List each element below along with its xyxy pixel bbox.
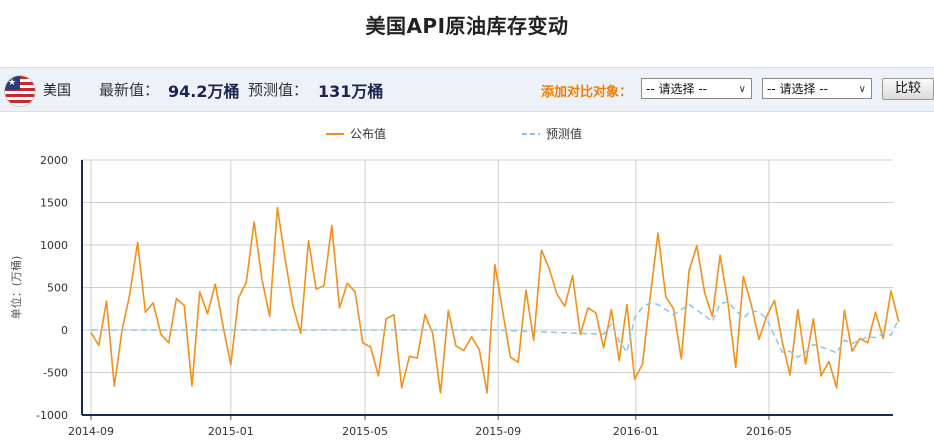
- y-tick-label: 500: [47, 282, 68, 295]
- add-comparison-label: 添加对比对象：: [541, 85, 633, 100]
- country-name: 美国: [43, 83, 71, 99]
- chevron-down-icon: ∨: [858, 84, 866, 95]
- y-tick-label: -500: [43, 367, 68, 380]
- legend-forecast-label[interactable]: 预测值: [546, 126, 582, 141]
- comparison-select-2-value: -- 请选择 --: [767, 82, 828, 96]
- x-tick-label: 2016-05: [746, 425, 792, 438]
- latest-value: 94.2万桶: [168, 82, 240, 101]
- y-tick-label: 1500: [40, 197, 68, 210]
- forecast-value: 131万桶: [318, 82, 384, 101]
- y-tick-label: 1000: [40, 239, 68, 252]
- x-tick-label: 2016-01: [613, 425, 659, 438]
- y-tick-label: -1000: [36, 409, 68, 422]
- y-axis-label: 单位：(万桶): [9, 256, 23, 320]
- comparison-select-2[interactable]: -- 请选择 -- ∨: [762, 78, 872, 99]
- y-tick-label: 0: [61, 324, 68, 337]
- legend-published-label[interactable]: 公布值: [350, 126, 386, 141]
- published-series-line: [90, 206, 900, 394]
- us-flag-icon: ★: [4, 75, 36, 107]
- page-title: 美国API原油库存变动: [365, 14, 569, 38]
- indicator-info-bar: ★ 美国 最新值： 94.2万桶 预测值： 131万桶 添加对比对象： -- 请…: [0, 67, 934, 112]
- comparison-select-1[interactable]: -- 请选择 -- ∨: [641, 78, 752, 99]
- chevron-down-icon: ∨: [738, 84, 746, 95]
- y-tick-label: 2000: [40, 154, 68, 167]
- x-tick-label: 2015-09: [475, 425, 521, 438]
- forecast-value-label: 预测值：: [248, 81, 309, 99]
- compare-button[interactable]: 比较: [882, 78, 934, 100]
- comparison-select-1-value: -- 请选择 --: [646, 82, 707, 96]
- x-tick-label: 2015-01: [208, 425, 254, 438]
- forecast-series-line: [91, 301, 900, 358]
- x-tick-label: 2015-05: [342, 425, 388, 438]
- x-tick-label: 2014-09: [68, 425, 114, 438]
- latest-value-label: 最新值：: [99, 81, 160, 99]
- api-inventory-chart: -1000 -500 0 500 1000 1500 2000 2014-09 2015-01 2…: [9, 126, 900, 438]
